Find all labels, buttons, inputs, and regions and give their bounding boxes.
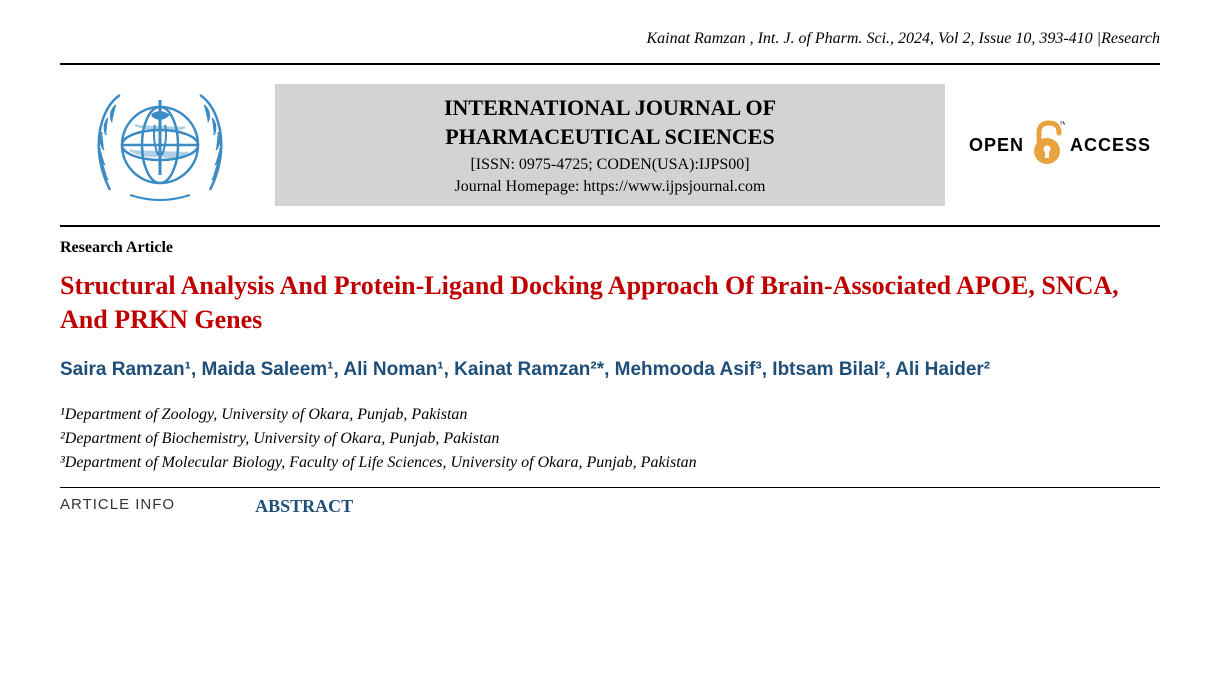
journal-title-line1: INTERNATIONAL JOURNAL OF xyxy=(300,94,920,123)
article-title: Structural Analysis And Protein-Ligand D… xyxy=(60,269,1160,337)
journal-issn: [ISSN: 0975-4725; CODEN(USA):IJPS00] xyxy=(300,156,920,174)
authors-list: Saira Ramzan¹, Maida Saleem¹, Ali Noman¹… xyxy=(60,357,1160,384)
article-info-label: ARTICLE INFO xyxy=(60,496,175,517)
journal-header-box: INTERNATIONAL JOURNAL OF PHARMACEUTICAL … xyxy=(60,63,1160,227)
journal-title-line2: PHARMACEUTICAL SCIENCES xyxy=(300,123,920,152)
section-header-row: ARTICLE INFO ABSTRACT xyxy=(60,487,1160,517)
open-access-right: ACCESS xyxy=(1070,135,1151,156)
journal-homepage: Journal Homepage: https://www.ijpsjourna… xyxy=(300,178,920,196)
svg-text:™: ™ xyxy=(1059,120,1065,129)
running-header: Kainat Ramzan , Int. J. of Pharm. Sci., … xyxy=(60,30,1160,48)
open-access-badge: OPEN ™ ACCESS xyxy=(960,119,1160,172)
open-access-left: OPEN xyxy=(969,135,1024,156)
journal-logo xyxy=(60,75,260,215)
article-type: Research Article xyxy=(60,239,1160,257)
affiliation-3: ³Department of Molecular Biology, Facult… xyxy=(60,451,1160,475)
affiliation-2: ²Department of Biochemistry, University … xyxy=(60,427,1160,451)
affiliations: ¹Department of Zoology, University of Ok… xyxy=(60,403,1160,475)
abstract-label: ABSTRACT xyxy=(255,496,353,517)
affiliation-1: ¹Department of Zoology, University of Ok… xyxy=(60,403,1160,427)
open-access-lock-icon: ™ xyxy=(1029,119,1065,172)
laurel-globe-logo-icon xyxy=(80,80,240,210)
journal-info-box: INTERNATIONAL JOURNAL OF PHARMACEUTICAL … xyxy=(275,84,945,205)
